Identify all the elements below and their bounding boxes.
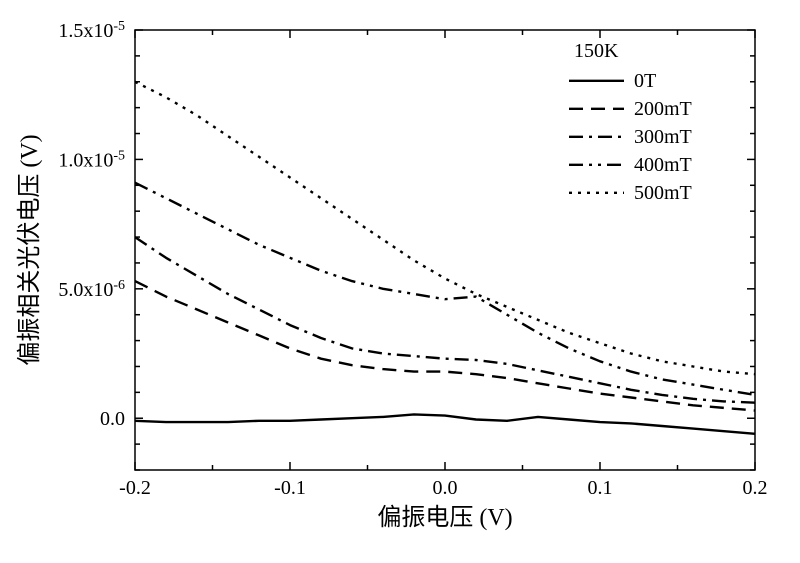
x-tick-label: -0.2 — [119, 477, 151, 499]
legend-label: 500mT — [634, 182, 692, 204]
y-tick-label: 0.0 — [100, 408, 125, 430]
x-tick-label: -0.1 — [274, 477, 306, 499]
legend-label: 300mT — [634, 126, 692, 148]
x-tick-label: 0.2 — [743, 477, 768, 499]
legend-label: 200mT — [634, 98, 692, 120]
chart-container: -0.2-0.10.00.10.20.05.0x10-61.0x10-51.5x… — [0, 0, 800, 563]
legend-title: 150K — [574, 40, 619, 62]
legend-label: 0T — [634, 70, 656, 92]
x-tick-label: 0.0 — [433, 477, 458, 499]
legend-label: 400mT — [634, 154, 692, 176]
x-axis-label: 偏振电压 (V) — [377, 504, 512, 531]
y-axis-label: 偏振相关光伏电压 (V) — [16, 134, 43, 365]
x-tick-label: 0.1 — [588, 477, 613, 499]
